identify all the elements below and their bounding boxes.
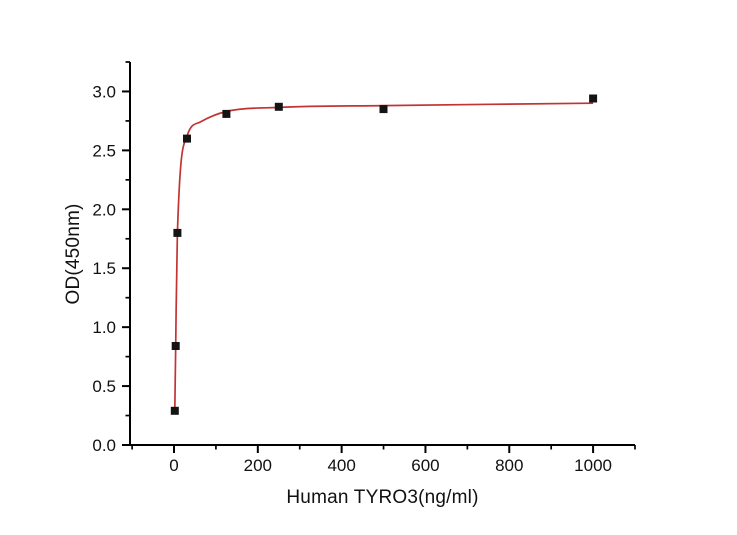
x-axis-title: Human TYRO3(ng/ml) (286, 487, 479, 508)
y-tick-label: 3.0 (92, 82, 116, 101)
y-tick-label: 2.5 (92, 141, 116, 160)
data-point-marker (173, 228, 182, 237)
data-point-marker (274, 102, 283, 111)
x-tick-label: 600 (411, 456, 439, 475)
y-tick-label: 2.0 (92, 200, 116, 219)
x-tick-label: 400 (327, 456, 355, 475)
data-point-marker (183, 134, 191, 143)
data-point-marker (222, 109, 231, 118)
data-point-marker (171, 342, 180, 350)
y-tick-label: 0.0 (92, 436, 116, 455)
y-axis-title: OD(450nm) (63, 203, 84, 305)
fit-curve (173, 102, 594, 411)
x-tick-label: 1000 (574, 456, 612, 475)
data-point-marker (170, 406, 179, 415)
y-tick-label: 1.0 (92, 318, 116, 337)
data-point-marker (379, 105, 388, 114)
x-tick-label: 200 (244, 456, 272, 475)
x-tick-label: 800 (495, 456, 523, 475)
data-point-marker (589, 94, 598, 103)
x-tick-label: 0 (169, 456, 178, 475)
y-tick-label: 0.5 (92, 377, 116, 396)
y-tick-label: 1.5 (92, 259, 116, 278)
